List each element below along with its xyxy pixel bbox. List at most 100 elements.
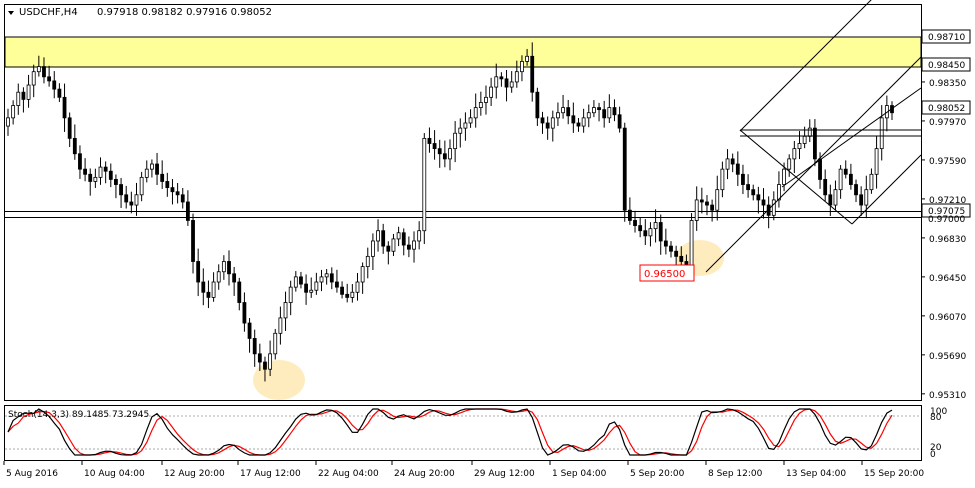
candle-body bbox=[278, 317, 283, 334]
stoch-main-line bbox=[7, 408, 893, 456]
candle-body bbox=[504, 78, 509, 88]
candle-body bbox=[422, 137, 427, 232]
candle-body bbox=[180, 194, 185, 203]
candle-body bbox=[797, 143, 802, 150]
candle-body bbox=[83, 168, 87, 175]
candle-body bbox=[828, 194, 833, 206]
candle-body bbox=[843, 168, 848, 175]
candle-body bbox=[699, 199, 704, 203]
candle-body bbox=[299, 276, 303, 285]
price-axis: 0.98350 0.97970 0.97590 0.97210 0.96830 0.964… bbox=[921, 79, 966, 401]
time-tick-label: 17 Aug 12:00 bbox=[240, 469, 301, 479]
candle-body bbox=[592, 107, 596, 114]
candle-body bbox=[309, 289, 314, 293]
stoch-signal-line bbox=[7, 408, 893, 456]
candle-body bbox=[191, 220, 195, 262]
candle-body bbox=[525, 55, 529, 62]
svg-text:0.96500: 0.96500 bbox=[644, 269, 685, 280]
collapse-triangle-icon[interactable] bbox=[8, 11, 14, 15]
symbol-label: USDCHF,H4 bbox=[19, 7, 78, 18]
candle-body bbox=[288, 286, 293, 303]
candles bbox=[6, 42, 894, 382]
candle-body bbox=[47, 76, 52, 82]
candle-body bbox=[658, 222, 663, 242]
zone-top-price-label: 0.98710 bbox=[921, 29, 971, 44]
candle-body bbox=[586, 112, 591, 119]
candle-body bbox=[216, 271, 221, 283]
candle-body bbox=[72, 137, 77, 155]
candle-body bbox=[78, 153, 82, 170]
candle-body bbox=[514, 71, 519, 83]
channel-upper-line[interactable] bbox=[739, 0, 921, 132]
candle-body bbox=[581, 117, 586, 127]
candle-body bbox=[170, 187, 175, 193]
candle-body bbox=[494, 76, 499, 88]
price-annotation[interactable]: 0.96500 bbox=[639, 264, 695, 282]
candle-body bbox=[391, 238, 396, 252]
candle-body bbox=[874, 148, 879, 175]
candle-body bbox=[247, 322, 252, 339]
candle-body bbox=[473, 107, 478, 119]
price-tick-label: 0.97590 bbox=[929, 157, 966, 167]
candle-body bbox=[314, 281, 319, 291]
candle-body bbox=[561, 107, 565, 114]
stoch-label-80: 80 bbox=[930, 413, 942, 423]
candle-body bbox=[88, 173, 93, 182]
candle-body bbox=[335, 281, 339, 288]
candle-body bbox=[371, 240, 375, 257]
candle-body bbox=[735, 163, 740, 175]
candle-body bbox=[160, 173, 165, 182]
candle-body bbox=[540, 117, 545, 124]
highlight-low-circle bbox=[253, 360, 305, 400]
candle-body bbox=[802, 135, 807, 144]
candle-body bbox=[283, 302, 288, 319]
candle-body bbox=[21, 91, 26, 100]
pitchfork-lower-tine[interactable] bbox=[851, 154, 922, 225]
candle-body bbox=[864, 189, 869, 206]
candle-body bbox=[185, 201, 190, 221]
candle-body bbox=[669, 245, 673, 252]
candle-body bbox=[674, 250, 679, 257]
candle-body bbox=[201, 281, 206, 293]
candle-body bbox=[777, 184, 781, 201]
svg-text:0.98450: 0.98450 bbox=[928, 61, 965, 71]
candle-body bbox=[715, 189, 720, 211]
candle-body bbox=[175, 191, 180, 196]
price-plot-frame bbox=[4, 4, 922, 401]
candle-body bbox=[689, 220, 694, 273]
price-tick-label: 0.96830 bbox=[929, 235, 966, 245]
support-price-label: 0.97075 bbox=[921, 203, 971, 218]
candle-body bbox=[879, 117, 884, 150]
candle-body bbox=[530, 55, 535, 93]
candle-body bbox=[150, 163, 154, 170]
candle-body bbox=[813, 127, 817, 160]
candle-body bbox=[648, 228, 653, 237]
candle-body bbox=[545, 122, 550, 129]
candle-body bbox=[355, 281, 360, 293]
candle-body bbox=[663, 240, 668, 247]
candle-body bbox=[643, 230, 648, 237]
candle-body bbox=[833, 189, 838, 206]
pitchfork-median[interactable] bbox=[781, 87, 922, 188]
candle-body bbox=[324, 273, 329, 278]
candle-body bbox=[103, 166, 108, 172]
candle-body bbox=[771, 199, 776, 216]
candle-body bbox=[694, 199, 699, 221]
candle-body bbox=[448, 148, 452, 160]
indicator-title: Stoch(14,3,3) 89.1485 73.2945 bbox=[8, 410, 149, 420]
candle-body bbox=[108, 170, 113, 180]
time-axis: 5 Aug 2016 10 Aug 04:00 12 Aug 20:00 17 Aug… bbox=[3, 461, 924, 479]
candle-body bbox=[622, 127, 627, 211]
candle-body bbox=[597, 107, 601, 111]
candle-body bbox=[432, 143, 437, 150]
candle-body bbox=[823, 179, 828, 196]
candle-body bbox=[57, 88, 62, 98]
candle-body bbox=[350, 291, 355, 298]
candle-body bbox=[227, 261, 231, 275]
candle-body bbox=[406, 244, 411, 250]
time-tick-label: 12 Aug 20:00 bbox=[164, 469, 225, 479]
pitchfork-lines[interactable] bbox=[705, 0, 922, 273]
candle-body bbox=[807, 127, 812, 137]
price-tick-label: 0.95690 bbox=[929, 352, 966, 362]
